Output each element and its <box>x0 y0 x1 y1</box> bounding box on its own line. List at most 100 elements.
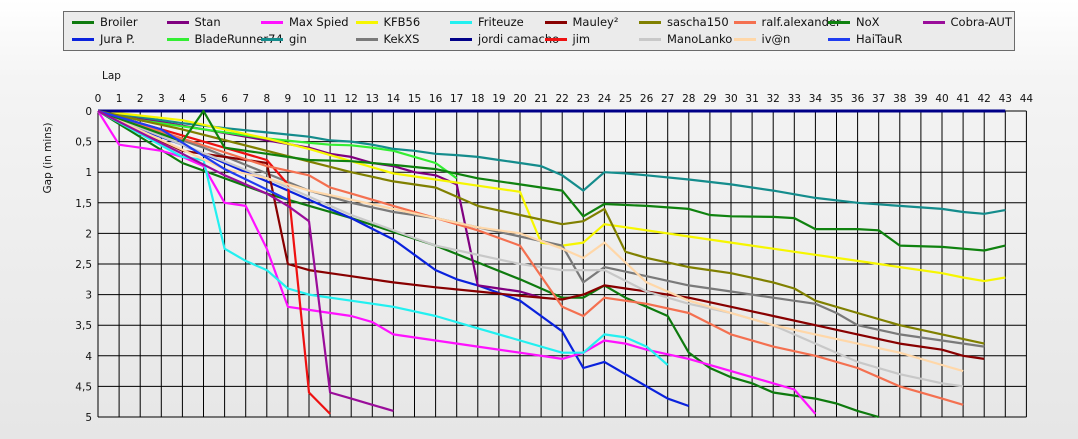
legend-item: Max Spied <box>261 14 349 30</box>
legend-item: jim <box>544 31 591 47</box>
x-axis-title: Lap <box>102 70 121 82</box>
x-tick-label: 6 <box>221 93 228 105</box>
legend-item: Mauley² <box>544 14 618 30</box>
series-line-iv-n <box>97 110 964 373</box>
x-tick-label: 9 <box>285 93 292 105</box>
legend-label: gin <box>289 32 307 46</box>
x-tick-label: 31 <box>745 93 758 105</box>
legend-label: HaiTauR <box>856 32 903 46</box>
x-tick-label: 29 <box>703 93 716 105</box>
legend-swatch <box>733 20 756 24</box>
x-tick-label: 7 <box>242 93 249 105</box>
legend-swatch <box>733 37 756 41</box>
legend-swatch <box>828 37 850 41</box>
series-line-ralf-alexander <box>97 109 964 406</box>
series-line-manolanko <box>97 109 964 388</box>
legend-swatch <box>828 20 850 24</box>
y-tick-label: 1 <box>85 167 92 179</box>
legend-item: KekXS <box>355 31 420 47</box>
x-tick-label: 36 <box>851 93 865 105</box>
legend-item: iv@n <box>733 31 791 47</box>
y-tick-label: 3,5 <box>75 320 92 332</box>
x-tick-label: 17 <box>450 93 463 105</box>
x-tick-label: 37 <box>872 93 885 105</box>
series-line-sascha150 <box>97 109 985 345</box>
series-line-gin <box>97 109 1006 215</box>
y-tick-label: 3 <box>85 290 92 302</box>
legend-swatch <box>544 20 567 24</box>
x-tick-label: 33 <box>788 93 801 105</box>
series-line-bladerunner74 <box>97 109 458 180</box>
x-tick-label: 1 <box>116 93 123 105</box>
x-tick-label: 21 <box>534 93 547 105</box>
legend-label: Max Spied <box>289 15 349 29</box>
legend-label: Cobra-AUT <box>950 15 1012 29</box>
x-tick-label: 15 <box>408 93 421 105</box>
legend-label: Stan <box>194 15 221 29</box>
series-line-jura-p- <box>97 109 690 408</box>
legend-label: iv@n <box>761 32 791 46</box>
x-tick-label: 28 <box>682 93 695 105</box>
x-tick-label: 5 <box>200 93 207 105</box>
series-line-kekxs <box>97 109 985 348</box>
series-line-kfb56 <box>97 109 1006 283</box>
series-line-cobra-aut <box>97 110 394 412</box>
legend-item: HaiTauR <box>828 31 902 47</box>
chart-legend: Broiler Jura P. Stan BladeRunner74 Max Spied… <box>63 11 1015 51</box>
legend-swatch <box>166 37 189 41</box>
x-tick-label: 22 <box>556 93 569 105</box>
x-tick-label: 10 <box>302 93 315 105</box>
series-line-friteuze <box>97 110 669 366</box>
legend-swatch <box>922 20 945 24</box>
x-tick-label: 23 <box>577 93 590 105</box>
x-tick-label: 40 <box>935 93 948 105</box>
legend-item: BladeRunner74 <box>166 31 283 47</box>
x-tick-label: 25 <box>619 93 632 105</box>
legend-label: BladeRunner74 <box>194 32 283 46</box>
x-tick-label: 43 <box>999 93 1012 105</box>
series-line-mauley- <box>97 110 985 360</box>
legend-item: gin <box>261 31 307 47</box>
x-tick-label: 30 <box>724 93 737 105</box>
y-tick-label: 4,5 <box>75 381 92 393</box>
x-tick-label: 44 <box>1020 93 1034 105</box>
legend-item: jordi camacho <box>450 31 559 47</box>
y-tick-label: 4 <box>85 351 92 363</box>
x-tick-label: 24 <box>598 93 612 105</box>
x-tick-label: 32 <box>767 93 780 105</box>
legend-label: KekXS <box>383 32 420 46</box>
legend-swatch <box>639 37 661 41</box>
legend-label: NoX <box>856 15 880 29</box>
legend-label: jordi camacho <box>478 32 560 46</box>
legend-item: ManoLanko <box>639 31 732 47</box>
y-tick-label: 1,5 <box>75 198 92 210</box>
legend-item: KFB56 <box>355 14 420 30</box>
series-line-nox <box>97 109 1006 252</box>
legend-swatch <box>544 37 567 41</box>
series-line-broiler <box>97 110 880 419</box>
x-tick-label: 34 <box>809 93 823 105</box>
x-tick-label: 13 <box>366 93 379 105</box>
x-tick-label: 11 <box>323 93 336 105</box>
legend-swatch <box>450 20 472 24</box>
legend-swatch <box>166 20 189 24</box>
legend-item: ralf.alexander <box>733 14 841 30</box>
legend-label: Jura P. <box>100 32 135 46</box>
series-line-jim <box>97 109 331 415</box>
legend-swatch <box>72 37 94 41</box>
legend-swatch <box>355 20 378 24</box>
x-tick-label: 18 <box>471 93 484 105</box>
legend-label: jim <box>572 32 591 46</box>
legend-item: Stan <box>166 14 221 30</box>
x-tick-label: 14 <box>387 93 401 105</box>
x-tick-label: 27 <box>661 93 674 105</box>
y-tick-label: 5 <box>85 412 92 424</box>
x-tick-label: 3 <box>158 93 165 105</box>
legend-swatch <box>639 20 661 24</box>
legend-item: Broiler <box>72 14 138 30</box>
legend-item: NoX <box>828 14 880 30</box>
x-tick-label: 42 <box>978 93 991 105</box>
x-tick-label: 12 <box>345 93 358 105</box>
series-line-max-spied <box>97 110 817 415</box>
legend-item: Friteuze <box>450 14 524 30</box>
